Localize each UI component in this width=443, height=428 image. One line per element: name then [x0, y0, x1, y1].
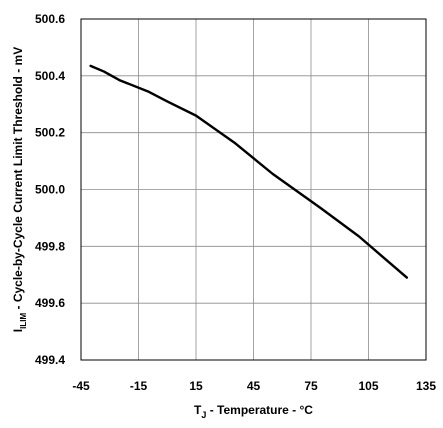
plot-frame	[80, 18, 427, 361]
x-tick-label: 75	[304, 379, 318, 393]
y-tick-label: 500.0	[35, 183, 65, 197]
series-line	[89, 64, 409, 279]
x-tick-label: 45	[247, 379, 261, 393]
y-tick-label: 500.4	[35, 69, 65, 83]
x-tick-label: 135	[416, 379, 436, 393]
y-tick-label: 499.4	[35, 353, 65, 367]
x-tick-label: 105	[358, 379, 378, 393]
x-tick-label: -45	[72, 379, 90, 393]
x-tick-label: -15	[130, 379, 148, 393]
x-axis-title: TJ - Temperature - °C	[194, 403, 313, 420]
series-lines	[89, 64, 409, 279]
x-tick-label: 15	[189, 379, 203, 393]
tick-labels: -45 -15 15 45 75 105 135 499.4 499.6 499.8 500.0 50…	[35, 12, 436, 393]
y-axis-title: IILIM - Cycle-by-Cycle Current Limit Thr…	[11, 47, 28, 332]
y-tick-label: 499.8	[35, 239, 65, 253]
y-tick-label: 500.6	[35, 12, 65, 26]
y-tick-label: 499.6	[35, 296, 65, 310]
y-tick-label: 500.2	[35, 126, 65, 140]
